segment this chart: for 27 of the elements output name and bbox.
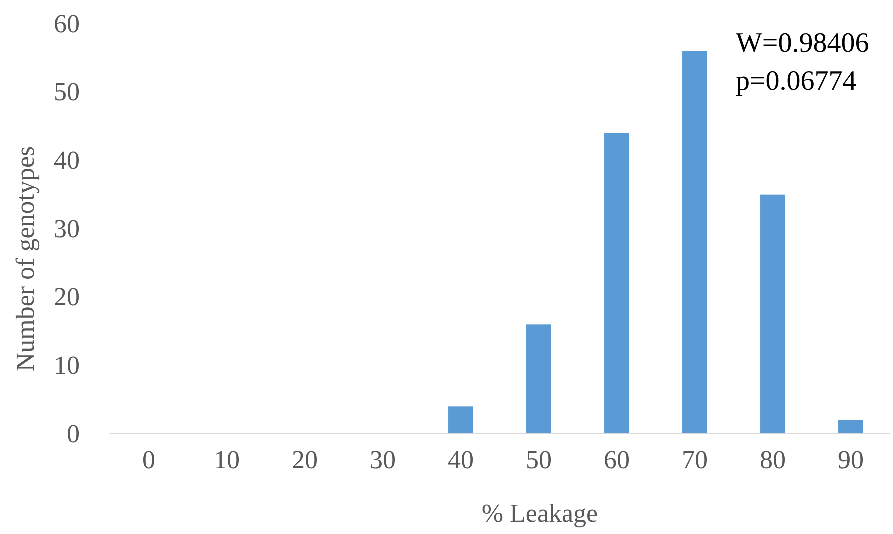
x-tick-label: 70 xyxy=(682,445,708,474)
x-tick-label: 10 xyxy=(214,445,240,474)
x-axis-title: % Leakage xyxy=(482,499,598,528)
y-tick-label: 20 xyxy=(54,282,80,312)
bar xyxy=(838,420,864,434)
x-tick-label: 20 xyxy=(292,445,318,474)
y-tick-label: 0 xyxy=(67,419,80,448)
bar xyxy=(682,51,708,434)
bar xyxy=(448,406,474,434)
y-axis-title: Number of genotypes xyxy=(11,146,40,372)
x-tick-label: 80 xyxy=(760,445,786,474)
bar xyxy=(760,194,786,434)
x-tick-label: 90 xyxy=(838,445,864,474)
annotation: p=0.06774 xyxy=(736,66,857,97)
x-tick-label: 50 xyxy=(526,445,552,474)
annotation: W=0.98406 xyxy=(736,28,870,59)
x-tick-label: 40 xyxy=(448,445,474,474)
y-tick-label: 40 xyxy=(54,146,80,175)
y-tick-label: 50 xyxy=(54,78,80,107)
x-tick-label: 30 xyxy=(370,445,396,474)
y-tick-label: 30 xyxy=(54,214,80,244)
y-tick-label: 10 xyxy=(54,350,80,380)
bar xyxy=(526,324,552,434)
y-tick-label: 60 xyxy=(54,9,80,38)
x-tick-label: 0 xyxy=(142,445,156,474)
x-tick-label: 60 xyxy=(604,445,630,474)
bar xyxy=(604,133,630,434)
